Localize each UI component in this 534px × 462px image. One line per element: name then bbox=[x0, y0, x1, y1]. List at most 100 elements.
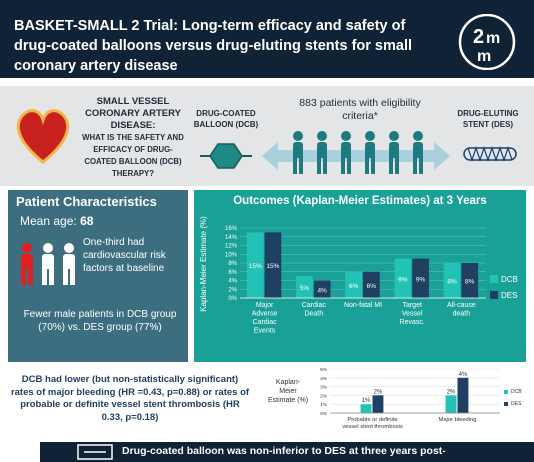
y-axis-label: Estimate (%) bbox=[268, 397, 308, 404]
legend-swatch bbox=[504, 402, 508, 406]
y-tick-label: 0% bbox=[228, 296, 237, 302]
balloon-icon bbox=[200, 143, 252, 169]
logo-2mm: 2 m m bbox=[458, 14, 516, 70]
y-tick-label: 14% bbox=[225, 235, 238, 241]
category-label: Non-fatal MI bbox=[344, 302, 382, 309]
bar-dcb bbox=[360, 404, 372, 413]
data-label: 5% bbox=[300, 285, 310, 292]
secondary-outcomes-text: DCB had lower (but non-statistically sig… bbox=[10, 374, 250, 423]
category-label: vessel stent thrombosis bbox=[342, 424, 403, 430]
category-label: death bbox=[453, 311, 471, 318]
data-label: 1% bbox=[362, 398, 371, 404]
data-label: 8% bbox=[465, 279, 475, 286]
question-subheading: WHAT IS THE SAFETY AND EFFICACY OF DRUG-… bbox=[82, 133, 184, 178]
data-label: 6% bbox=[349, 283, 359, 290]
data-label: 6% bbox=[367, 283, 377, 290]
bar-dcb bbox=[445, 395, 457, 413]
heart-icon bbox=[16, 109, 70, 164]
data-label: 2% bbox=[374, 389, 383, 395]
mean-age-value: 68 bbox=[80, 214, 94, 228]
y-tick-label: 3% bbox=[320, 385, 328, 391]
svg-text:m: m bbox=[477, 48, 491, 65]
category-label: Major bleeding bbox=[438, 417, 476, 423]
footer-banner: Drug-coated balloon was non-inferior to … bbox=[40, 442, 534, 462]
y-tick-label: 4% bbox=[320, 376, 328, 382]
bar-dcb bbox=[296, 276, 313, 298]
legend-swatch bbox=[504, 390, 508, 394]
patients-arrow-icon bbox=[262, 131, 450, 174]
legend-label: DCB bbox=[501, 275, 518, 284]
bar-des bbox=[264, 232, 282, 298]
y-tick-label: 6% bbox=[228, 270, 237, 276]
data-label: 9% bbox=[398, 276, 408, 283]
bar-des bbox=[372, 395, 384, 413]
secondary-outcomes-chart: 0%1%2%3%4%5%1%2%Probable or definitevess… bbox=[268, 367, 522, 430]
bar-des bbox=[363, 271, 380, 298]
category-label: Cardiac bbox=[253, 319, 278, 326]
category-label: Vessel bbox=[402, 311, 423, 318]
header-banner: BASKET-SMALL 2 Trial: Long-term efficacy… bbox=[0, 0, 534, 78]
category-label: Death bbox=[304, 311, 323, 318]
conclusion-text: Drug-coated balloon was non-inferior to … bbox=[122, 445, 446, 457]
outcomes-title: Outcomes (Kaplan-Meier Estimates) at 3 Y… bbox=[233, 195, 487, 207]
y-tick-label: 8% bbox=[228, 261, 237, 267]
category-label: Target bbox=[402, 302, 422, 309]
y-tick-label: 2% bbox=[320, 393, 328, 399]
category-label: Events bbox=[254, 328, 276, 335]
y-tick-label: 16% bbox=[225, 226, 238, 232]
legend-label: DCB bbox=[511, 389, 522, 395]
bar-dcb bbox=[246, 232, 264, 298]
bar-des bbox=[461, 263, 479, 298]
legend-label: DES bbox=[511, 401, 522, 407]
male-patients-text: Fewer male patients in DCB group (70%) v… bbox=[23, 309, 177, 333]
mean-age: Mean age: 68 bbox=[20, 214, 93, 228]
y-axis-label: Meier bbox=[279, 388, 297, 395]
data-label: 4% bbox=[459, 372, 468, 378]
research-question: SMALL VESSEL CORONARY ARTERY DISEASE: WH… bbox=[78, 96, 188, 180]
legend-swatch bbox=[490, 291, 498, 299]
y-tick-label: 12% bbox=[225, 244, 238, 250]
outcomes-panel: Outcomes (Kaplan-Meier Estimates) at 3 Y… bbox=[194, 190, 526, 362]
data-label: 15% bbox=[249, 263, 262, 270]
svg-text:2: 2 bbox=[473, 26, 484, 48]
legend-label: DES bbox=[501, 291, 517, 300]
bar-dcb bbox=[394, 258, 412, 298]
y-tick-label: 10% bbox=[225, 252, 238, 258]
page-title: BASKET-SMALL 2 Trial: Long-term efficacy… bbox=[14, 18, 412, 74]
dcb-label: DRUG-COATED BALLOON (DCB) bbox=[193, 109, 259, 129]
bar-des bbox=[457, 377, 469, 413]
people-icon bbox=[21, 243, 75, 285]
stent-icon bbox=[463, 146, 517, 162]
bar-des bbox=[313, 280, 331, 298]
des-label: DRUG-ELUTING STENT (DES) bbox=[457, 109, 519, 129]
y-tick-label: 5% bbox=[320, 367, 328, 373]
category-label: Cardiac bbox=[302, 302, 327, 309]
bar-dcb bbox=[345, 271, 362, 298]
category-label: Adverse bbox=[252, 311, 278, 318]
y-tick-label: 0% bbox=[320, 411, 328, 417]
data-label: 9% bbox=[416, 276, 426, 283]
y-tick-label: 4% bbox=[228, 279, 237, 285]
data-label: 8% bbox=[447, 279, 457, 286]
y-axis-label: Kaplan-Meier Estimate (%) bbox=[199, 216, 208, 312]
patient-characteristics-title: Patient Characteristics bbox=[16, 194, 157, 209]
data-label: 4% bbox=[317, 287, 327, 294]
data-label: 2% bbox=[447, 389, 456, 395]
bar-des bbox=[412, 258, 429, 298]
legend-swatch bbox=[490, 275, 498, 283]
risk-factors-text: One-third had cardiovascular risk factor… bbox=[83, 237, 166, 274]
intro-band bbox=[0, 86, 534, 186]
y-tick-label: 2% bbox=[228, 287, 237, 293]
mean-age-label: Mean age: bbox=[20, 214, 77, 228]
bar-dcb bbox=[443, 263, 461, 298]
category-label: Probable or definite bbox=[347, 417, 397, 423]
patient-characteristics-panel: Patient Characteristics Mean age: 68 One… bbox=[8, 190, 188, 362]
category-label: Revasc. bbox=[400, 319, 425, 326]
data-label: 15% bbox=[266, 263, 279, 270]
category-label: All-cause bbox=[447, 302, 476, 309]
patients-count-label: 883 patients with eligibility criteria* bbox=[299, 97, 421, 122]
y-tick-label: 1% bbox=[320, 402, 328, 408]
question-heading: SMALL VESSEL CORONARY ARTERY DISEASE: bbox=[85, 96, 181, 131]
outcomes-chart: 0% 2% 4% 6% 8% 10% 12% 14% 16% 15% 15% Major Adverse… bbox=[199, 216, 518, 335]
y-axis-label: Kaplan- bbox=[276, 379, 301, 386]
